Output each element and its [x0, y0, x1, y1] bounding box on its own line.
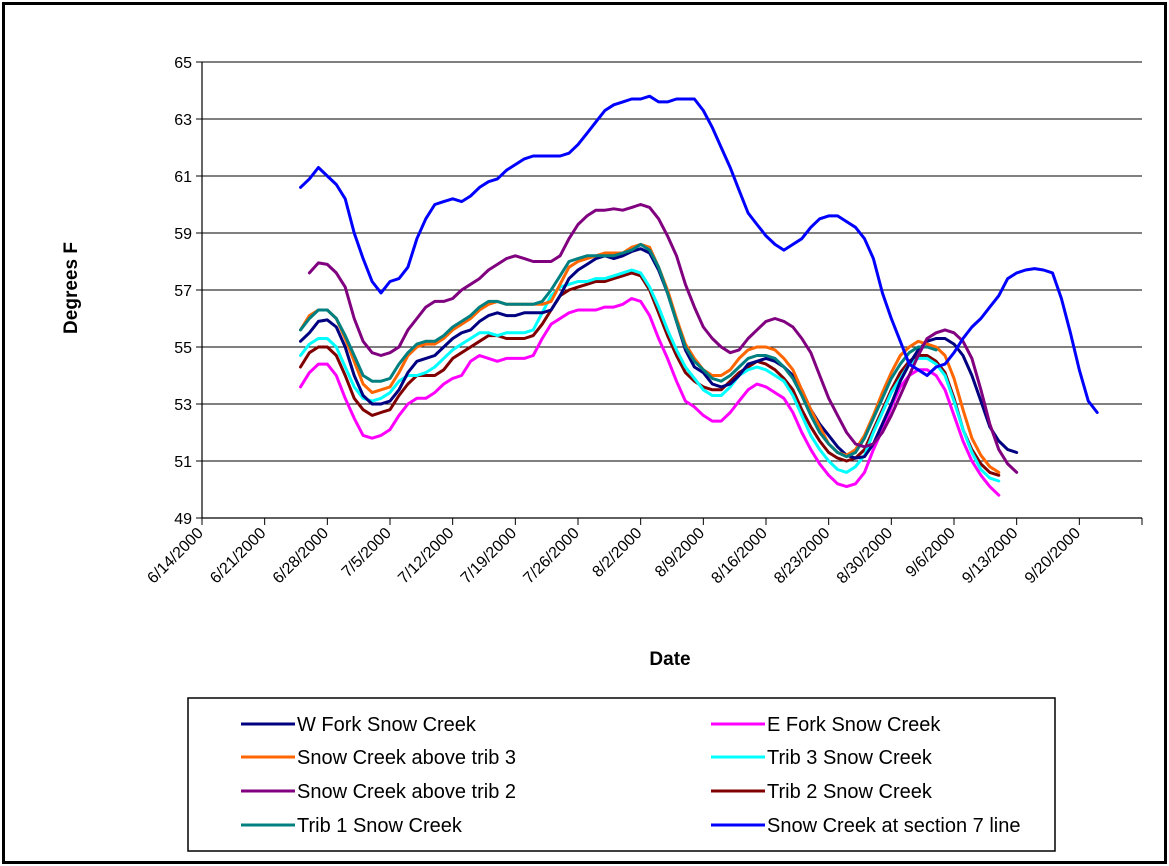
- y-tick-label: 53: [174, 397, 192, 414]
- x-tick-label: 9/20/2000: [1022, 525, 1084, 587]
- series-line: [299, 242, 1001, 474]
- x-tick-label: 8/30/2000: [834, 525, 896, 587]
- x-tick-label: 8/9/2000: [652, 525, 708, 581]
- legend-label: Trib 1 Snow Creek: [297, 815, 463, 837]
- y-tick-label: 61: [174, 169, 192, 186]
- line-chart: 49 51 53 55 57 59 61 63 65 6/14/2000 6/21/2000 6/2…: [61, 55, 1143, 852]
- series-line: [299, 242, 938, 459]
- y-tick-label: 57: [174, 283, 192, 300]
- y-tick-label: 65: [174, 55, 192, 72]
- x-tick-label: 6/21/2000: [207, 525, 269, 587]
- legend-label: Trib 3 Snow Creek: [767, 747, 933, 769]
- legend-label: Snow Creek at section 7 line: [767, 815, 1020, 837]
- y-tick-label: 63: [174, 112, 192, 129]
- x-axis-title: Date: [649, 649, 690, 670]
- x-tick-label: 6/28/2000: [270, 525, 332, 587]
- y-tick-labels: 49 51 53 55 57 59 61 63 65: [174, 55, 192, 528]
- y-axis-title: Degrees F: [61, 242, 82, 334]
- x-tick-label: 7/5/2000: [339, 525, 395, 581]
- series-line: [299, 268, 1001, 483]
- legend-items: W Fork Snow Creek E Fork Snow Creek Snow C…: [241, 714, 1020, 837]
- legend-label: E Fork Snow Creek: [767, 714, 941, 736]
- y-tick-label: 59: [174, 226, 192, 243]
- legend-label: W Fork Snow Creek: [297, 714, 477, 736]
- x-tick-label: 9/13/2000: [959, 525, 1021, 587]
- x-tick-label: 7/26/2000: [520, 525, 582, 587]
- series-layer: [299, 94, 1099, 497]
- x-tick-label: 8/16/2000: [708, 525, 770, 587]
- x-tick-label: 9/6/2000: [903, 525, 959, 581]
- legend: W Fork Snow Creek E Fork Snow Creek Snow C…: [187, 697, 1056, 852]
- legend-label: Snow Creek above trib 2: [297, 781, 516, 803]
- series-line: [307, 203, 1019, 474]
- axis-layer: [201, 62, 1143, 525]
- legend-box: [187, 697, 1056, 852]
- x-tick-label: 6/14/2000: [144, 525, 206, 587]
- x-tick-labels: 6/14/2000 6/21/2000 6/28/2000 7/5/2000 7/12/…: [144, 525, 1084, 587]
- y-tick-label: 51: [174, 454, 192, 471]
- legend-label: Snow Creek above trib 3: [297, 747, 516, 769]
- x-tick-label: 8/2/2000: [589, 525, 645, 581]
- grid-layer: [196, 61, 1142, 519]
- legend-label: Trib 2 Snow Creek: [767, 781, 933, 803]
- y-tick-label: 55: [174, 340, 192, 357]
- y-tick-label: 49: [174, 511, 192, 528]
- x-tick-label: 7/12/2000: [395, 525, 457, 587]
- x-tick-label: 7/19/2000: [458, 525, 520, 587]
- series-line: [299, 94, 1099, 414]
- x-tick-label: 8/23/2000: [771, 525, 833, 587]
